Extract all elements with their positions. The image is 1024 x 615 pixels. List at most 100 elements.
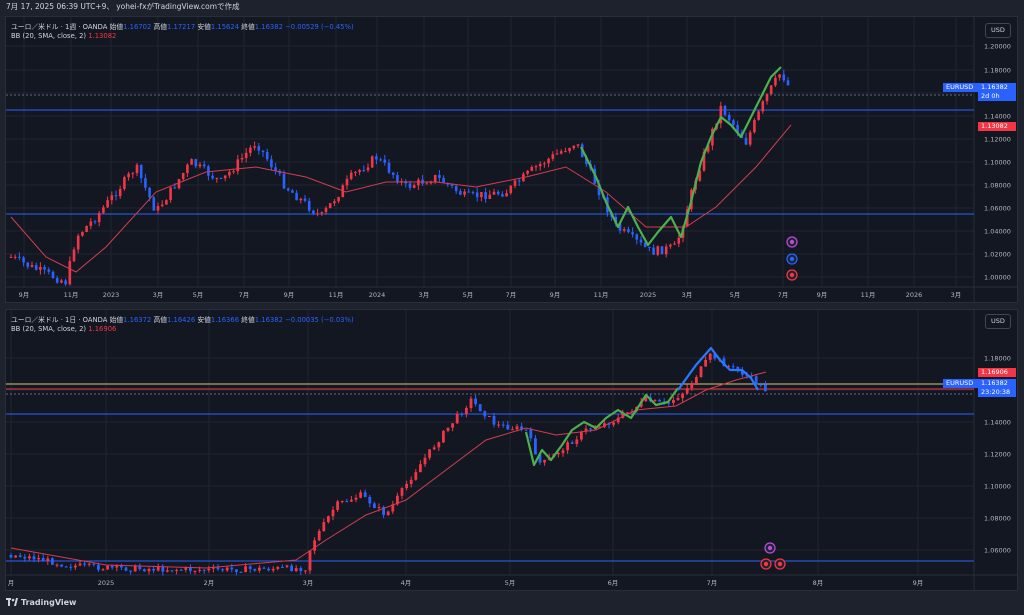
candle-body <box>664 246 668 255</box>
price-axis-label: 1.10000 <box>984 159 1011 167</box>
candle-body <box>405 483 408 489</box>
candle-body <box>349 172 353 179</box>
candle-body <box>459 191 462 195</box>
candle-body <box>295 192 298 201</box>
candle-body <box>304 570 307 572</box>
candle-body <box>120 565 123 568</box>
candle-body <box>235 569 238 572</box>
candle-body <box>124 567 128 571</box>
candle-body <box>635 234 639 240</box>
candle-body <box>379 159 382 161</box>
candle-body <box>626 412 629 414</box>
daily-chart[interactable]: 1.180001.160001.140001.120001.100001.080… <box>6 310 1017 590</box>
candle-body <box>727 366 730 368</box>
candle-body <box>244 566 247 573</box>
candle-body <box>102 207 105 213</box>
candle-body <box>55 564 59 566</box>
candle-body <box>561 450 565 454</box>
us-flag-icon-dot <box>789 272 795 278</box>
time-axis-label: 7月 <box>239 291 250 299</box>
candle-body <box>225 567 229 571</box>
candle-body <box>207 568 211 571</box>
price-axis-label: 1.00000 <box>984 274 1011 282</box>
price-axis-label: 1.06000 <box>984 205 1011 213</box>
candle-body <box>110 565 114 568</box>
candle-body <box>193 570 197 572</box>
blue-trend-drawing <box>677 346 759 391</box>
time-axis-label: 5月 <box>730 291 741 299</box>
candle-body <box>366 167 370 171</box>
candle-body <box>759 384 763 386</box>
daily-chart-pane[interactable]: 1.180001.160001.140001.120001.100001.080… <box>5 309 1018 591</box>
candle-body <box>236 159 240 172</box>
candle-body <box>782 74 786 81</box>
candle-body <box>41 557 45 561</box>
price-axis-label: 1.18000 <box>984 67 1011 75</box>
weekly-currency-button[interactable]: USD <box>985 23 1011 38</box>
candle-body <box>270 159 273 168</box>
candle-body <box>184 567 188 570</box>
candle-body <box>597 183 601 196</box>
price-axis-label: 1.14000 <box>984 419 1011 427</box>
candle-body <box>396 174 399 183</box>
candle-body <box>322 522 326 531</box>
candle-body <box>248 566 252 569</box>
weekly-bb-tag: 1.13082 <box>978 122 1016 131</box>
candle-body <box>513 180 517 186</box>
candle-body <box>290 565 293 572</box>
weekly-low-label: 安値 <box>197 23 211 31</box>
candle-body <box>148 187 151 198</box>
candle-body <box>515 426 519 430</box>
candle-body <box>643 242 647 247</box>
candle-body <box>179 569 183 571</box>
candle-body <box>123 177 126 189</box>
daily-currency-button[interactable]: USD <box>985 314 1011 329</box>
candle-body <box>299 568 303 572</box>
time-axis-label: 4月 <box>401 579 412 587</box>
time-axis-label: 2025 <box>98 579 115 587</box>
candle-body <box>135 164 139 174</box>
candle-body <box>64 566 68 568</box>
weekly-chart-pane[interactable]: 1.200001.180001.160001.140001.120001.100… <box>5 16 1018 303</box>
candle-body <box>253 568 257 571</box>
candle-body <box>291 190 294 193</box>
candle-body <box>286 188 290 191</box>
candle-body <box>559 151 563 154</box>
candle-body <box>106 565 109 570</box>
time-axis-label: 月 <box>8 579 15 587</box>
candle-body <box>685 388 689 394</box>
candle-body <box>621 413 625 418</box>
candle-body <box>648 246 651 248</box>
candle-body <box>727 114 731 121</box>
candle-body <box>285 565 289 568</box>
candle-body <box>156 566 160 571</box>
weekly-symbol-title: ユーロ／米ドル · 1週 · OANDA <box>11 23 108 31</box>
eu-flag-icon-dot <box>789 256 795 262</box>
green-trend-drawing <box>524 387 679 467</box>
candle-body <box>786 80 790 86</box>
candle-body <box>46 558 50 561</box>
candle-body <box>584 428 588 432</box>
candle-body <box>207 166 210 176</box>
daily-close: 1.16382 <box>254 316 283 324</box>
candle-body <box>744 137 748 145</box>
price-axis-label: 1.18000 <box>984 355 1011 363</box>
candle-body <box>526 170 529 174</box>
candle-body <box>253 146 256 148</box>
time-axis-label: 7月 <box>707 579 718 587</box>
candle-body <box>400 488 404 496</box>
candle-body <box>676 397 680 400</box>
candle-body <box>368 496 372 504</box>
candle-body <box>505 193 508 197</box>
candle-body <box>484 192 487 200</box>
candle-body <box>534 166 538 168</box>
weekly-chart[interactable]: 1.200001.180001.160001.140001.120001.100… <box>6 17 1017 302</box>
tradingview-logo[interactable]: TradingView <box>6 598 76 607</box>
candle-body <box>370 156 374 168</box>
tradingview-logo-icon <box>6 598 18 606</box>
candle-body <box>169 187 172 201</box>
candle-body <box>695 377 698 384</box>
candle-body <box>202 164 206 167</box>
candle-body <box>433 174 437 183</box>
time-axis-label: 11月 <box>329 291 344 299</box>
